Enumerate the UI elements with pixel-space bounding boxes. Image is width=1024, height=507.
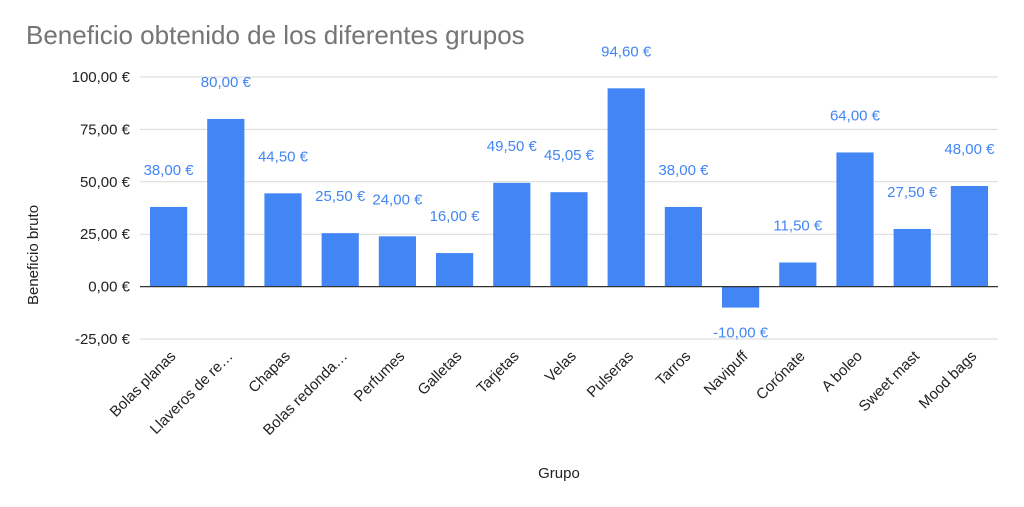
bar bbox=[950, 185, 988, 287]
data-label: 48,00 € bbox=[944, 141, 995, 158]
bar bbox=[607, 88, 645, 287]
bar bbox=[436, 253, 474, 287]
y-tick-label: 50,00 € bbox=[80, 174, 131, 191]
bar bbox=[150, 206, 188, 287]
x-tick-label: Chapas bbox=[245, 348, 294, 397]
y-tick-label: 100,00 € bbox=[72, 69, 131, 86]
y-axis-title: Beneficio bruto bbox=[25, 205, 42, 305]
data-label: 38,00 € bbox=[144, 162, 195, 179]
bar bbox=[664, 206, 702, 287]
bar bbox=[836, 152, 874, 287]
x-tick-label: A boleo bbox=[818, 348, 865, 395]
data-label: 11,50 € bbox=[773, 217, 823, 234]
bar bbox=[550, 192, 588, 287]
data-label: 38,00 € bbox=[658, 162, 709, 179]
bar bbox=[893, 228, 931, 287]
data-label: 44,50 € bbox=[258, 148, 309, 165]
x-tick-label: Corónate bbox=[753, 348, 809, 404]
data-label: 94,60 € bbox=[601, 43, 652, 60]
y-tick-label: 25,00 € bbox=[80, 226, 131, 243]
data-label: 16,00 € bbox=[430, 208, 481, 225]
data-label: 80,00 € bbox=[201, 74, 252, 91]
data-label: 49,50 € bbox=[487, 138, 538, 155]
data-label: 25,50 € bbox=[315, 188, 366, 205]
chart-title: Beneficio obtenido de los diferentes gru… bbox=[26, 20, 525, 50]
data-label: 24,00 € bbox=[372, 191, 423, 208]
bar bbox=[207, 118, 245, 287]
x-axis-title: Grupo bbox=[538, 465, 580, 482]
x-tick-label: Sweet mast bbox=[856, 347, 924, 415]
bar bbox=[264, 193, 302, 287]
y-tick-label: 0,00 € bbox=[88, 279, 130, 296]
data-labels: 38,00 € 80,00 € 44,50 € 25,50 € 24,00 € 16,00… bbox=[144, 43, 996, 341]
x-tick-label: Navipuff bbox=[701, 347, 752, 398]
x-tick-label: Velas bbox=[542, 348, 580, 386]
x-tick-label: Galletas bbox=[414, 348, 465, 399]
data-label: 64,00 € bbox=[830, 107, 881, 124]
bar bbox=[722, 286, 760, 308]
data-label: 45,05 € bbox=[544, 147, 595, 164]
bar bbox=[321, 233, 359, 287]
x-tick-label: Perfumes bbox=[351, 348, 408, 405]
y-tick-label: 75,00 € bbox=[80, 121, 131, 138]
bar bbox=[378, 236, 416, 287]
bar bbox=[493, 182, 531, 287]
y-tick-label: -25,00 € bbox=[75, 331, 131, 348]
x-tick-label: Mood bags bbox=[916, 348, 981, 413]
data-label: 27,50 € bbox=[887, 184, 938, 201]
bar bbox=[779, 262, 817, 287]
x-tick-label: Tarros bbox=[653, 348, 694, 389]
y-axis-ticks: 100,00 € 75,00 € 50,00 € 25,00 € 0,00 € -25,0… bbox=[72, 69, 131, 348]
bars bbox=[150, 88, 988, 308]
x-tick-label: Pulseras bbox=[584, 348, 637, 401]
data-label: -10,00 € bbox=[713, 325, 769, 342]
x-tick-label: Tarjetas bbox=[473, 348, 522, 397]
